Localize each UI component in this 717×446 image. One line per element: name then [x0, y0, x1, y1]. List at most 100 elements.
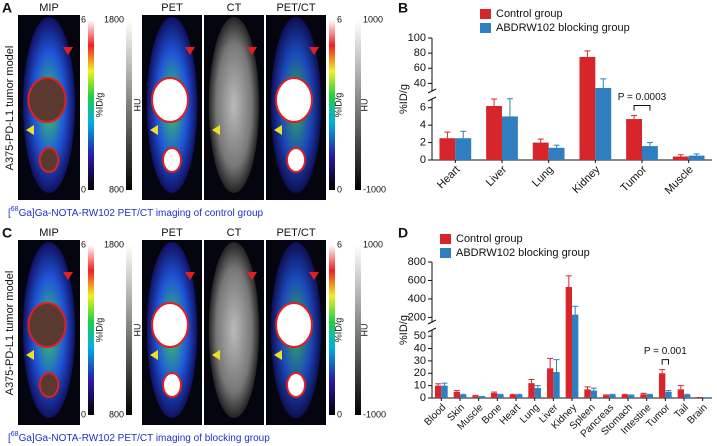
organ: [286, 147, 306, 173]
bar: [640, 394, 647, 398]
y-tick-label: 2: [420, 136, 426, 148]
legend-label: Control group: [496, 8, 563, 20]
colorbar-max: 1800: [104, 239, 124, 249]
bar: [628, 395, 635, 398]
bar: [584, 389, 591, 398]
y-tick-label: 100: [408, 32, 426, 44]
bar: [434, 385, 442, 398]
y-tick-label: 800: [408, 256, 426, 268]
bar: [509, 394, 516, 398]
panel-letter: C: [2, 225, 12, 241]
bar: [602, 395, 610, 398]
bar: [572, 314, 579, 398]
bar: [478, 396, 486, 398]
y-tick-label: 40: [414, 77, 426, 89]
organ: [38, 372, 60, 398]
bar: [546, 368, 554, 398]
axis-break: [427, 327, 437, 333]
image-header: MIP: [39, 2, 59, 14]
colorbar-unit: %ID/g: [94, 318, 104, 343]
colorbar: [329, 20, 335, 190]
y-tick-label: 400: [408, 293, 426, 305]
bar: [609, 394, 616, 398]
y-tick-label: 80: [414, 47, 426, 59]
x-tick-label: Lung: [518, 402, 542, 426]
colorbar-max: 6: [81, 239, 86, 249]
image-header: PET/CT: [276, 227, 315, 239]
arrow: [274, 350, 282, 360]
x-tick-label: Brain: [685, 402, 709, 426]
x-tick-label: Tumor: [619, 163, 650, 194]
caption: [68Ga]Ga-NOTA-RW102 PET/CT imaging of bl…: [8, 431, 270, 443]
bar: [441, 385, 448, 398]
y-tick-label: 200: [408, 311, 426, 323]
colorbar-min: 800: [109, 184, 124, 194]
x-tick-label: Kidney: [570, 163, 603, 196]
arrow: [309, 272, 319, 280]
organ: [27, 77, 67, 123]
bar: [565, 286, 572, 398]
colorbar-max: 6: [81, 14, 86, 24]
caption-text: Ga]Ga-NOTA-RW102 PET/CT imaging of block…: [19, 433, 271, 444]
y-tick-label: 50: [414, 330, 426, 342]
x-tick-label: Lung: [530, 164, 556, 190]
arrow: [247, 272, 257, 280]
arrow: [212, 350, 220, 360]
bar: [684, 394, 691, 398]
bar: [665, 391, 672, 398]
bar: [688, 155, 705, 160]
colorbar-min: -1000: [363, 184, 386, 194]
colorbar-max: 1000: [363, 14, 383, 24]
bar: [548, 147, 565, 160]
bar: [532, 142, 549, 160]
organ: [162, 372, 182, 398]
y-tick-label: 40: [414, 342, 426, 354]
colorbar-max: 6: [337, 14, 342, 24]
y-tick-label: 0: [420, 154, 426, 166]
organ: [38, 147, 60, 173]
organ: [286, 372, 306, 398]
image-header: PET: [161, 2, 183, 14]
x-tick-label: Liver: [484, 163, 510, 189]
organ: [275, 302, 313, 348]
colorbar-unit: HU: [132, 99, 142, 112]
bar: [658, 373, 666, 398]
caption-sup: 68: [11, 431, 19, 438]
bar: [677, 389, 684, 398]
scan-body: [208, 17, 260, 193]
y-tick-label: 0: [420, 392, 426, 404]
x-tick-label: Heart: [498, 402, 523, 427]
colorbar-min: 800: [109, 409, 124, 419]
arrow: [309, 47, 319, 55]
arrow: [26, 350, 34, 360]
caption: [68Ga]Ga-NOTA-RW102 PET/CT imaging of co…: [8, 206, 264, 218]
y-tick-label: 60: [414, 62, 426, 74]
arrow: [274, 125, 282, 135]
y-axis-label: %ID/g: [398, 84, 410, 114]
scan-body: [208, 242, 260, 418]
arrow: [63, 47, 73, 55]
bar: [626, 119, 642, 160]
y-axis-label: %ID/g: [398, 315, 410, 345]
colorbar-min: -1000: [363, 409, 386, 419]
y-tick-label: 4: [420, 119, 426, 131]
y-tick-label: 20: [414, 367, 426, 379]
bar: [528, 383, 535, 398]
y-tick-label: 30: [414, 355, 426, 367]
legend-label: ABDRW102 blocking group: [456, 247, 590, 259]
colorbar: [126, 245, 132, 415]
colorbar-unit: HU: [132, 324, 142, 337]
bar: [455, 138, 472, 160]
bar: [595, 87, 612, 160]
y-tick-label: 600: [408, 274, 426, 286]
colorbar-unit: %ID/g: [94, 93, 104, 118]
significance-bracket: [661, 359, 670, 365]
arrow: [150, 125, 158, 135]
organ: [27, 302, 67, 348]
organ: [275, 77, 313, 123]
legend-swatch: [480, 9, 491, 19]
bar: [672, 156, 689, 160]
caption-open: [: [8, 433, 11, 444]
colorbar-unit: HU: [359, 324, 369, 337]
